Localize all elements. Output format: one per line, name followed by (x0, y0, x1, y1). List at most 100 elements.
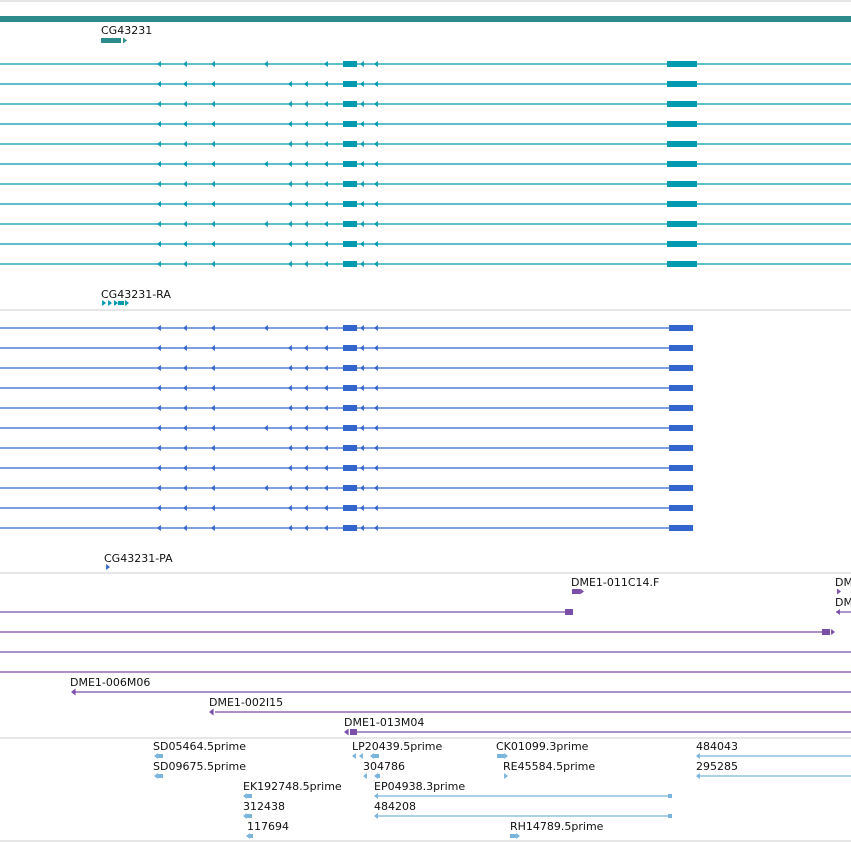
est-arrow (363, 773, 367, 779)
transcript-row-exon-arrow (360, 241, 364, 247)
transcript-row-exon-block (343, 161, 357, 167)
protein-exon-block (343, 405, 357, 411)
clone-label[interactable]: DM (835, 596, 851, 609)
transcript-row-exon-arrow (304, 121, 308, 127)
protein-exon-arrow (264, 425, 268, 431)
clone-label[interactable]: DME1-013M04 (344, 716, 424, 729)
protein-exon-arrow (183, 325, 187, 331)
protein-exon-arrow (374, 445, 378, 451)
transcript-row-exon-arrow (211, 161, 215, 167)
transcript-glyph-arrow (125, 300, 129, 306)
transcript-row-utr-block (667, 81, 697, 87)
protein-exon-arrow (157, 425, 161, 431)
transcript-row-exon-arrow (211, 141, 215, 147)
est-block (247, 814, 252, 818)
transcript-row-exon-arrow (211, 221, 215, 227)
transcript-row-exon-arrow (304, 101, 308, 107)
est-label[interactable]: SD05464.5prime (153, 740, 246, 753)
clone-arrow (836, 609, 840, 615)
transcript-row-exon-arrow (324, 221, 328, 227)
protein-exon-arrow (304, 525, 308, 531)
transcript-row-exon-arrow (157, 221, 161, 227)
protein-exon-arrow (211, 405, 215, 411)
clone-arrow (831, 629, 835, 635)
clone-label[interactable]: DME1-011C14.F (571, 576, 659, 589)
est-label[interactable]: EP04938.3prime (374, 780, 465, 793)
protein-exon-arrow (360, 365, 364, 371)
transcript-row-exon-arrow (211, 121, 215, 127)
est-label[interactable]: 484208 (374, 800, 416, 813)
transcript-row-exon-arrow (374, 201, 378, 207)
protein-exon-arrow (374, 385, 378, 391)
clone-label[interactable]: DM (835, 576, 851, 589)
est-label[interactable]: LP20439.5prime (352, 740, 443, 753)
protein-exon-arrow (304, 365, 308, 371)
protein-exon-arrow (374, 465, 378, 471)
transcript-row-exon-arrow (304, 241, 308, 247)
est-arrow (243, 793, 247, 799)
protein-label[interactable]: CG43231-PA (104, 552, 173, 565)
transcript-glyph-arrow (114, 300, 118, 306)
transcript-row-exon-block (343, 181, 357, 187)
protein-exon-arrow (374, 485, 378, 491)
est-arrow (374, 773, 378, 779)
transcript-row-exon-arrow (157, 141, 161, 147)
protein-exon-block (343, 445, 357, 451)
est-label[interactable]: RH14789.5prime (510, 820, 604, 833)
transcript-row-exon-arrow (183, 141, 187, 147)
gene-label[interactable]: CG43231 (101, 24, 152, 37)
protein-exon-arrow (360, 485, 364, 491)
transcript-row-exon-block (343, 241, 357, 247)
transcript-row-utr-block (667, 181, 697, 187)
protein-utr-block (669, 485, 693, 491)
est-label[interactable]: 304786 (363, 760, 405, 773)
transcript-row-exon-arrow (360, 181, 364, 187)
est-label[interactable]: EK192748.5prime (243, 780, 342, 793)
protein-exon-arrow (374, 365, 378, 371)
transcript-row-exon-arrow (157, 261, 161, 267)
protein-exon-block (343, 365, 357, 371)
est-arrow (246, 833, 250, 839)
transcript-row-exon-block (343, 261, 357, 267)
protein-exon-arrow (157, 405, 161, 411)
est-label[interactable]: 312438 (243, 800, 285, 813)
protein-exon-block (343, 345, 357, 351)
clone-block (822, 629, 830, 635)
clone-block (565, 609, 573, 615)
est-label[interactable]: 117694 (247, 820, 289, 833)
est-label[interactable]: SD09675.5prime (153, 760, 246, 773)
est-arrow (696, 773, 700, 779)
transcript-row-exon-arrow (374, 61, 378, 67)
transcript-row-exon-block (343, 221, 357, 227)
clone-label[interactable]: DME1-002I15 (209, 696, 283, 709)
transcript-label[interactable]: CG43231-RA (101, 288, 171, 301)
est-arrow (352, 753, 356, 759)
protein-exon-arrow (360, 325, 364, 331)
transcript-row-exon-arrow (183, 261, 187, 267)
est-label[interactable]: 295285 (696, 760, 738, 773)
est-label[interactable]: 484043 (696, 740, 738, 753)
protein-exon-arrow (157, 465, 161, 471)
transcript-row-exon-arrow (324, 181, 328, 187)
protein-utr-block (669, 385, 693, 391)
protein-exon-block (343, 505, 357, 511)
transcript-row-exon-arrow (304, 181, 308, 187)
transcript-row-exon-arrow (183, 181, 187, 187)
est-label[interactable]: RE45584.5prime (503, 760, 595, 773)
est-label[interactable]: CK01099.3prime (496, 740, 589, 753)
est-block (510, 834, 516, 838)
protein-exon-arrow (264, 325, 268, 331)
transcript-row-exon-arrow (360, 201, 364, 207)
transcript-row-exon-arrow (374, 141, 378, 147)
transcript-glyph-arrow (102, 300, 106, 306)
protein-exon-arrow (157, 505, 161, 511)
transcript-row-exon-block (343, 101, 357, 107)
protein-exon-arrow (183, 365, 187, 371)
protein-exon-arrow (324, 485, 328, 491)
transcript-row-exon-arrow (360, 101, 364, 107)
transcript-row-exon-arrow (157, 61, 161, 67)
protein-exon-arrow (374, 525, 378, 531)
clone-label[interactable]: DME1-006M06 (70, 676, 150, 689)
transcript-row-exon-arrow (211, 81, 215, 87)
transcript-row-exon-arrow (374, 181, 378, 187)
